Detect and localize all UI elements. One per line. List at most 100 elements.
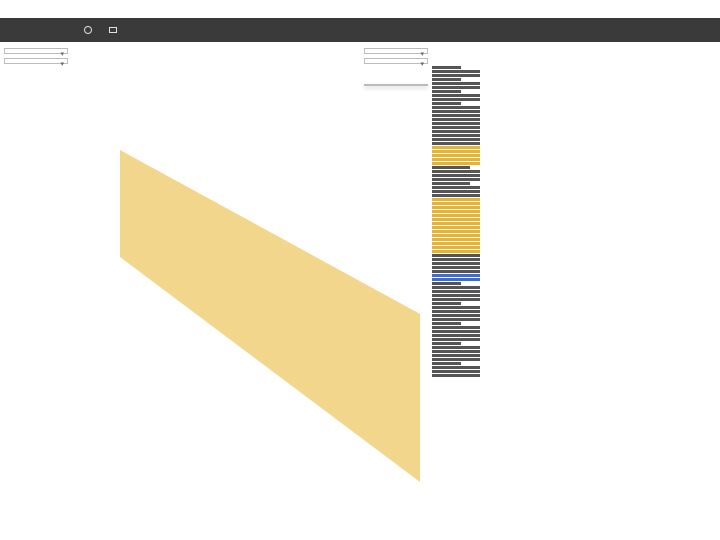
overview-bar[interactable] bbox=[432, 226, 480, 229]
page-heading bbox=[0, 0, 720, 18]
overview-bar[interactable] bbox=[432, 174, 480, 177]
overview-bar[interactable] bbox=[432, 166, 470, 169]
nav-info[interactable] bbox=[84, 26, 95, 35]
overview-bar[interactable] bbox=[432, 266, 480, 269]
overview-bar[interactable] bbox=[432, 362, 461, 365]
overview-bar[interactable] bbox=[432, 170, 480, 173]
right-controls bbox=[360, 42, 432, 520]
overview-bar[interactable] bbox=[432, 242, 480, 245]
overview-bar[interactable] bbox=[432, 106, 480, 109]
overview-bar[interactable] bbox=[432, 198, 480, 201]
overview-bar[interactable] bbox=[432, 114, 480, 117]
overview-bar[interactable] bbox=[432, 154, 480, 157]
overview-bar[interactable] bbox=[432, 338, 480, 341]
overview-bar[interactable] bbox=[432, 182, 470, 185]
left-character-select[interactable] bbox=[4, 48, 68, 54]
overview-bar[interactable] bbox=[432, 162, 480, 165]
workspace bbox=[0, 42, 720, 520]
overview-bar[interactable] bbox=[432, 194, 480, 197]
nav-feedback[interactable] bbox=[109, 26, 120, 35]
overview-bar[interactable] bbox=[432, 246, 480, 249]
right-source-title bbox=[490, 42, 712, 57]
overview-bar[interactable] bbox=[432, 330, 480, 333]
overview-bar[interactable] bbox=[432, 290, 480, 293]
overview-bar[interactable] bbox=[432, 146, 480, 149]
feedback-icon bbox=[109, 27, 117, 33]
overview-bar[interactable] bbox=[432, 70, 480, 73]
overview-bar[interactable] bbox=[432, 270, 480, 273]
left-mode-select[interactable] bbox=[4, 58, 68, 64]
info-icon bbox=[84, 26, 92, 34]
overview-bar[interactable] bbox=[432, 282, 461, 285]
overview-bar[interactable] bbox=[432, 254, 480, 257]
overview-bar[interactable] bbox=[432, 278, 480, 281]
overview-bar[interactable] bbox=[432, 178, 480, 181]
overview-bar[interactable] bbox=[432, 210, 480, 213]
overview-bar[interactable] bbox=[432, 102, 461, 105]
overview-bar[interactable] bbox=[432, 118, 480, 121]
overview-bar[interactable] bbox=[432, 122, 480, 125]
overview-bar[interactable] bbox=[432, 126, 480, 129]
overview-bar[interactable] bbox=[432, 158, 480, 161]
overview-bar[interactable] bbox=[432, 150, 480, 153]
overview-bar[interactable] bbox=[432, 262, 480, 265]
overview-bar[interactable] bbox=[432, 358, 480, 361]
overview-bar[interactable] bbox=[432, 218, 480, 221]
overview-bar[interactable] bbox=[432, 90, 461, 93]
right-text-column bbox=[480, 42, 720, 520]
overview-bar[interactable] bbox=[432, 350, 480, 353]
overview-bar[interactable] bbox=[432, 250, 480, 253]
overview-bar[interactable] bbox=[432, 346, 480, 349]
overview-bar[interactable] bbox=[432, 234, 480, 237]
overview-bar[interactable] bbox=[432, 142, 480, 145]
overview-bar[interactable] bbox=[432, 66, 461, 69]
overview-bar[interactable] bbox=[432, 206, 480, 209]
right-character-select[interactable] bbox=[364, 48, 428, 54]
overview-bar[interactable] bbox=[432, 326, 480, 329]
overview-bar[interactable] bbox=[432, 94, 480, 97]
overview-bar[interactable] bbox=[432, 310, 480, 313]
left-text-column bbox=[120, 42, 360, 520]
overview-bar[interactable] bbox=[432, 342, 461, 345]
left-pane bbox=[0, 42, 360, 520]
right-mode-dropdown[interactable] bbox=[364, 84, 428, 86]
overview-bar[interactable] bbox=[432, 110, 480, 113]
overview-bar[interactable] bbox=[432, 354, 480, 357]
right-mode-select[interactable] bbox=[364, 58, 428, 64]
overview-bar[interactable] bbox=[432, 238, 480, 241]
overview-bar[interactable] bbox=[432, 322, 461, 325]
right-pane bbox=[360, 42, 720, 520]
overview-bar[interactable] bbox=[432, 294, 480, 297]
overview-bar[interactable] bbox=[432, 78, 461, 81]
overview-bar[interactable] bbox=[432, 138, 480, 141]
overview-bar[interactable] bbox=[432, 202, 480, 205]
overview-bar[interactable] bbox=[432, 314, 480, 317]
right-overview-strip[interactable] bbox=[432, 42, 480, 520]
overview-bar[interactable] bbox=[432, 230, 480, 233]
overview-bar[interactable] bbox=[432, 98, 480, 101]
overview-bar[interactable] bbox=[432, 258, 480, 261]
left-source-title bbox=[130, 42, 352, 57]
overview-bar[interactable] bbox=[432, 374, 480, 377]
overview-bar[interactable] bbox=[432, 318, 480, 321]
left-overview-strip[interactable] bbox=[72, 42, 120, 520]
overview-bar[interactable] bbox=[432, 306, 480, 309]
overview-bar[interactable] bbox=[432, 370, 480, 373]
overview-bar[interactable] bbox=[432, 274, 480, 277]
overview-bar[interactable] bbox=[432, 134, 480, 137]
overview-bar[interactable] bbox=[432, 334, 480, 337]
overview-bar[interactable] bbox=[432, 86, 480, 89]
overview-bar[interactable] bbox=[432, 214, 480, 217]
left-controls bbox=[0, 42, 72, 520]
overview-bar[interactable] bbox=[432, 286, 480, 289]
overview-bar[interactable] bbox=[432, 298, 480, 301]
overview-bar[interactable] bbox=[432, 186, 480, 189]
alignment-tag bbox=[300, 242, 304, 244]
overview-bar[interactable] bbox=[432, 130, 480, 133]
overview-bar[interactable] bbox=[432, 222, 480, 225]
overview-bar[interactable] bbox=[432, 74, 480, 77]
overview-bar[interactable] bbox=[432, 82, 480, 85]
overview-bar[interactable] bbox=[432, 366, 480, 369]
overview-bar[interactable] bbox=[432, 302, 461, 305]
overview-bar[interactable] bbox=[432, 190, 480, 193]
